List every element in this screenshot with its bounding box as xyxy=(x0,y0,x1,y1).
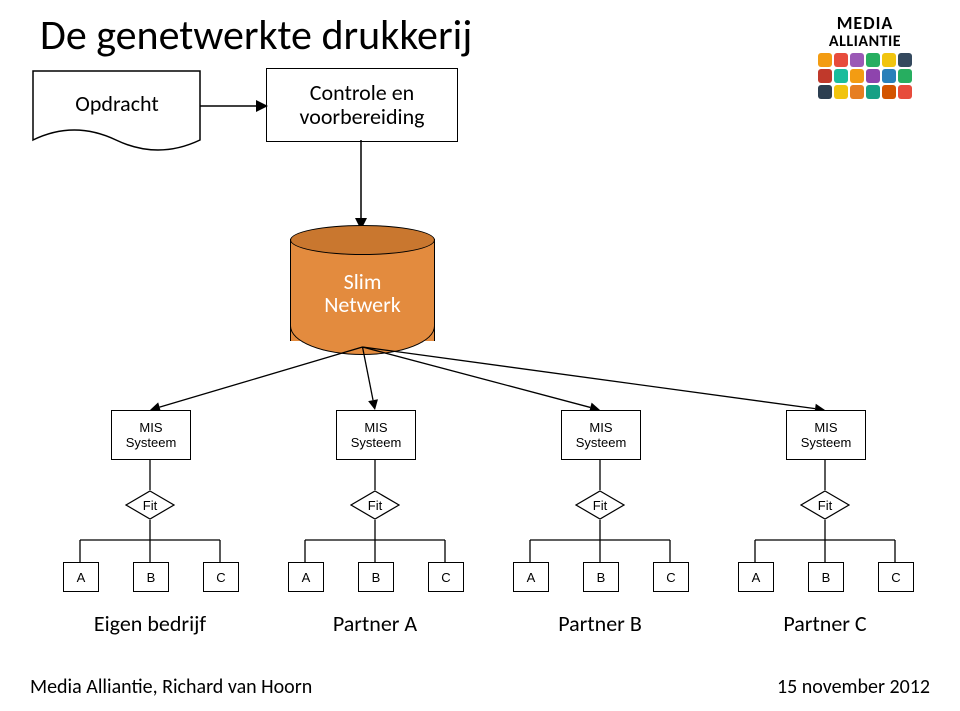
footer-left: Media Alliantie, Richard van Hoorn xyxy=(30,675,312,699)
fit-diamond: Fit xyxy=(575,490,625,520)
branch-label: Partner C xyxy=(720,610,930,637)
leaf-b: B xyxy=(133,562,169,592)
footer-right: 15 november 2012 xyxy=(777,675,930,699)
leaf-c: C xyxy=(878,562,914,592)
branch-label: Eigen bedrijf xyxy=(45,610,255,637)
mis-box: MIS Systeem xyxy=(561,410,641,460)
branch-label: Partner A xyxy=(270,610,480,637)
leaf-b: B xyxy=(808,562,844,592)
leaf-b: B xyxy=(358,562,394,592)
fit-diamond: Fit xyxy=(350,490,400,520)
mis-box: MIS Systeem xyxy=(336,410,416,460)
leaf-a: A xyxy=(738,562,774,592)
branch-label: Partner B xyxy=(495,610,705,637)
leaf-c: C xyxy=(428,562,464,592)
leaf-a: A xyxy=(63,562,99,592)
leaf-a: A xyxy=(513,562,549,592)
mis-box: MIS Systeem xyxy=(111,410,191,460)
fit-diamond: Fit xyxy=(800,490,850,520)
leaf-c: C xyxy=(203,562,239,592)
leaf-a: A xyxy=(288,562,324,592)
leaf-b: B xyxy=(583,562,619,592)
fit-diamond: Fit xyxy=(125,490,175,520)
leaf-c: C xyxy=(653,562,689,592)
fanout-arrows xyxy=(0,0,960,711)
mis-box: MIS Systeem xyxy=(786,410,866,460)
